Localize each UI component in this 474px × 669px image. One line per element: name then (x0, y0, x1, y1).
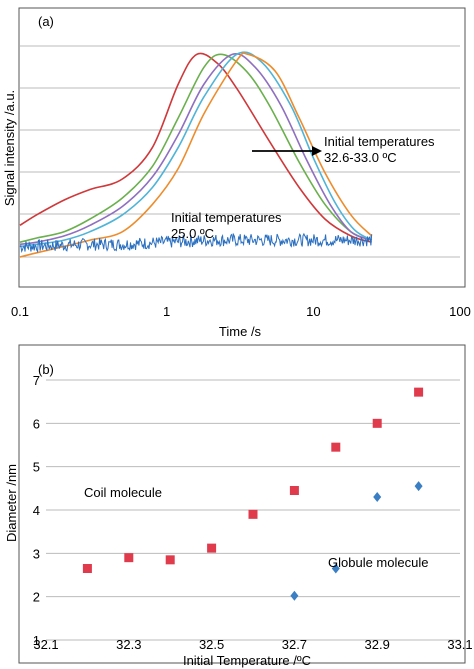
coil-point (372, 418, 382, 428)
annotation-coil-temps: Initial temperatures 32.6-33.0 ºC (252, 134, 435, 165)
panel-a-series-line (19, 52, 372, 243)
panel-a-gridlines (20, 45, 460, 258)
panel-a-tag: (a) (38, 14, 54, 29)
panel-a-series-line (19, 53, 372, 243)
globule-point (290, 590, 299, 601)
panel-a-frame (18, 7, 466, 288)
panel-b-y-ticks: 1 2 3 4 5 6 7 (33, 373, 40, 648)
panel-b-x-tick-label: 32.5 (199, 637, 224, 652)
panel-b-tag: (b) (38, 362, 54, 377)
panel-b-frame (18, 344, 466, 664)
coil-point (248, 509, 258, 519)
label-globule-molecule: Globule molecule (328, 555, 428, 570)
panel-b-y-tick-label: 7 (33, 373, 40, 388)
annotation-25c-line1: Initial temperatures (171, 210, 282, 225)
panel-b-y-tick-label: 3 (33, 546, 40, 561)
panel-b-x-tick-label: 32.3 (116, 637, 141, 652)
panel-b-y-tick-label: 5 (33, 460, 40, 475)
coil-point (331, 442, 341, 452)
panel-b-y-tick-label: 1 (33, 633, 40, 648)
annotation-25c: Initial temperatures 25.0 ºC (171, 210, 282, 241)
panel-a-x-ticks: 0.1 1 10 100 (11, 304, 471, 319)
coil-point (165, 555, 175, 565)
label-coil-molecule: Coil molecule (84, 485, 162, 500)
globule-point (414, 481, 423, 492)
panel-a-series-line (19, 52, 372, 246)
panel-b-x-tick-label: 32.7 (282, 637, 307, 652)
panel-a-ylabel: Signal intensity /a.u. (2, 90, 17, 206)
coil-point (414, 387, 424, 397)
coil-point (124, 553, 134, 563)
panel-b-x-tick-label: 33.1 (447, 637, 472, 652)
coil-point (207, 543, 217, 553)
panel-b-y-tick-label: 4 (33, 503, 40, 518)
panel-a-x-tick-label: 1 (163, 304, 170, 319)
panel-a-x-tick-label: 10 (306, 304, 320, 319)
coil-point (82, 564, 92, 573)
globule-point (331, 563, 340, 574)
panel-a-series-line (19, 51, 373, 248)
panel-a-x-tick-label: 100 (449, 304, 471, 319)
panel-b-y-tick-label: 2 (33, 590, 40, 605)
panel-a-series-line (19, 52, 373, 258)
panel-a-xlabel: Time /s (219, 324, 262, 339)
annotation-coil-line2: 32.6-33.0 ºC (324, 150, 397, 165)
annotation-25c-line2: 25.0 ºC (171, 226, 214, 241)
panel-b-x-tick-label: 32.9 (365, 637, 390, 652)
panel-b-x-ticks: 32.1 32.3 32.5 32.7 32.9 33.1 (33, 637, 472, 652)
panel-b-points (82, 387, 424, 601)
annotation-arrow-head (312, 146, 322, 156)
annotation-coil-line1: Initial temperatures (324, 134, 435, 149)
panel-b-xlabel: Initial Temperature /ºC (183, 653, 311, 668)
panel-a-x-tick-label: 0.1 (11, 304, 29, 319)
coil-point (289, 486, 299, 495)
panel-a-series-line (19, 232, 373, 254)
panel-b-ylabel: Diameter /nm (4, 464, 19, 542)
panel-a-series (19, 51, 373, 258)
panel-b-y-tick-label: 6 (33, 416, 40, 431)
globule-point (373, 492, 382, 502)
panel-b-x-tick-label: 32.1 (33, 637, 58, 652)
